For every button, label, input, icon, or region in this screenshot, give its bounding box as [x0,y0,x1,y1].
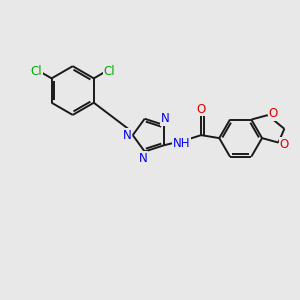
Text: Cl: Cl [103,65,115,78]
Text: NH: NH [173,137,190,150]
Text: O: O [279,138,288,151]
Text: O: O [268,107,278,120]
Text: Cl: Cl [30,65,42,78]
Text: N: N [139,152,148,165]
Text: N: N [123,129,132,142]
Text: O: O [196,103,206,116]
Text: N: N [161,112,170,125]
